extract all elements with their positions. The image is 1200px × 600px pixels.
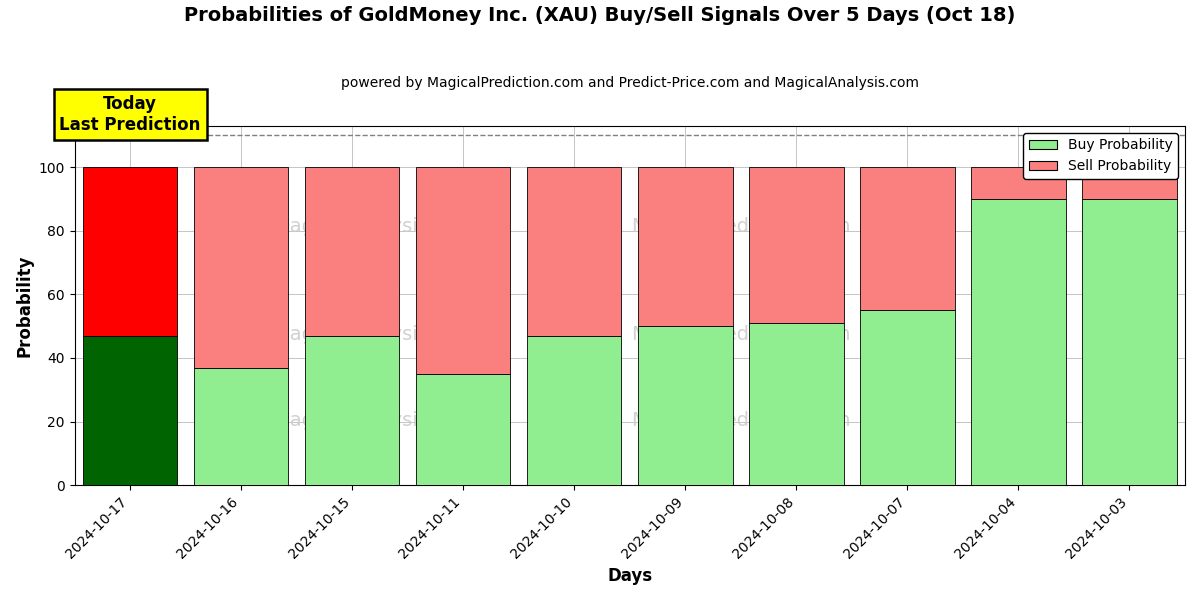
Text: MagicalPrediction.com: MagicalPrediction.com [631,411,851,430]
Bar [860,167,955,310]
Bar [83,336,178,485]
Text: MagicalAnalysis.com: MagicalAnalysis.com [274,411,476,430]
Text: MagicalPrediction.com: MagicalPrediction.com [631,217,851,236]
Bar [749,167,844,323]
Y-axis label: Probability: Probability [16,254,34,357]
Bar [527,167,622,336]
Bar [971,167,1066,199]
Bar [527,336,622,485]
Bar [971,199,1066,485]
Bar [194,167,288,368]
X-axis label: Days: Days [607,567,653,585]
Bar [860,310,955,485]
Bar [638,326,732,485]
Bar [305,167,400,336]
Text: Probabilities of GoldMoney Inc. (XAU) Buy/Sell Signals Over 5 Days (Oct 18): Probabilities of GoldMoney Inc. (XAU) Bu… [185,6,1015,25]
Bar [638,167,732,326]
Text: MagicalPrediction.com: MagicalPrediction.com [631,325,851,344]
Text: MagicalAnalysis.com: MagicalAnalysis.com [274,325,476,344]
Bar [1082,167,1177,199]
Bar [416,167,510,374]
Text: MagicalAnalysis.com: MagicalAnalysis.com [274,217,476,236]
Bar [305,336,400,485]
Bar [749,323,844,485]
Bar [1082,199,1177,485]
Bar [194,368,288,485]
Title: powered by MagicalPrediction.com and Predict-Price.com and MagicalAnalysis.com: powered by MagicalPrediction.com and Pre… [341,76,919,90]
Legend: Buy Probability, Sell Probability: Buy Probability, Sell Probability [1024,133,1178,179]
Bar [416,374,510,485]
Text: Today
Last Prediction: Today Last Prediction [60,95,200,134]
Bar [83,167,178,336]
